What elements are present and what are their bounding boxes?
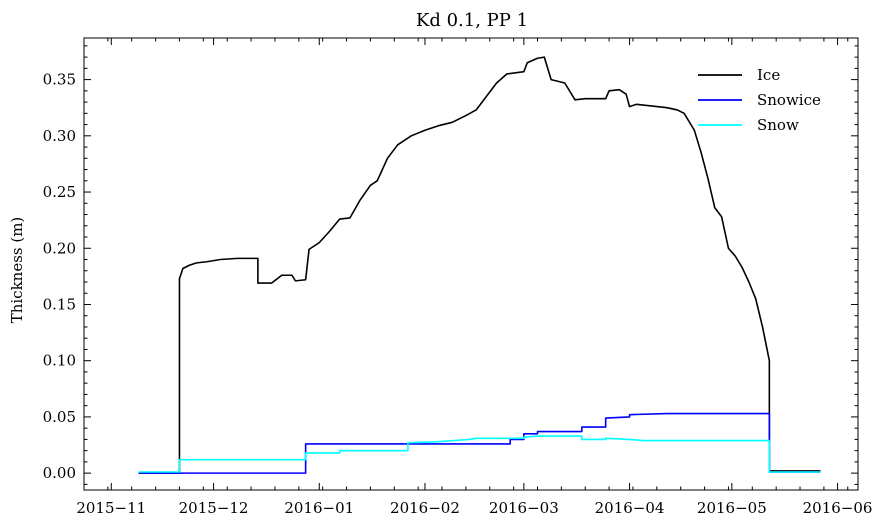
- y-tick-label: 0.20: [43, 239, 76, 257]
- y-tick-label: 0.10: [43, 352, 76, 370]
- legend: Ice Snowice Snow: [698, 66, 821, 134]
- legend-label-ice: Ice: [757, 66, 780, 84]
- legend-label-snowice: Snowice: [757, 91, 821, 109]
- y-tick-label: 0.25: [43, 183, 76, 201]
- x-tick-label: 2015−12: [179, 499, 249, 517]
- x-tick-label: 2016−05: [697, 499, 767, 517]
- x-tick-label: 2016−02: [390, 499, 460, 517]
- y-tick-label: 0.05: [43, 408, 76, 426]
- x-tick-label: 2016−04: [595, 499, 665, 517]
- x-tick-label: 2016−06: [803, 499, 873, 517]
- axis-ticks: 0.00 0.05 0.10 0.15 0.20 0.25 0.30 0.35 2015−11 2…: [43, 38, 873, 517]
- y-tick-label: 0.00: [43, 464, 76, 482]
- y-tick-label: 0.30: [43, 127, 76, 145]
- y-tick-label: 0.15: [43, 295, 76, 313]
- plot-frame: [83, 37, 859, 491]
- x-tick-label: 2015−11: [76, 499, 146, 517]
- x-tick-label: 2016−03: [489, 499, 559, 517]
- series-line-ice: [138, 56, 821, 474]
- series-line-snowice: [138, 412, 821, 474]
- series-lines: [138, 56, 821, 474]
- series-line-snow: [138, 435, 821, 473]
- chart-title: Kd 0.1, PP 1: [416, 10, 528, 31]
- y-tick-label: 0.35: [43, 71, 76, 89]
- y-axis-label: Thickness (m): [8, 217, 26, 324]
- legend-label-snow: Snow: [757, 116, 799, 134]
- x-tick-label: 2016−01: [284, 499, 354, 517]
